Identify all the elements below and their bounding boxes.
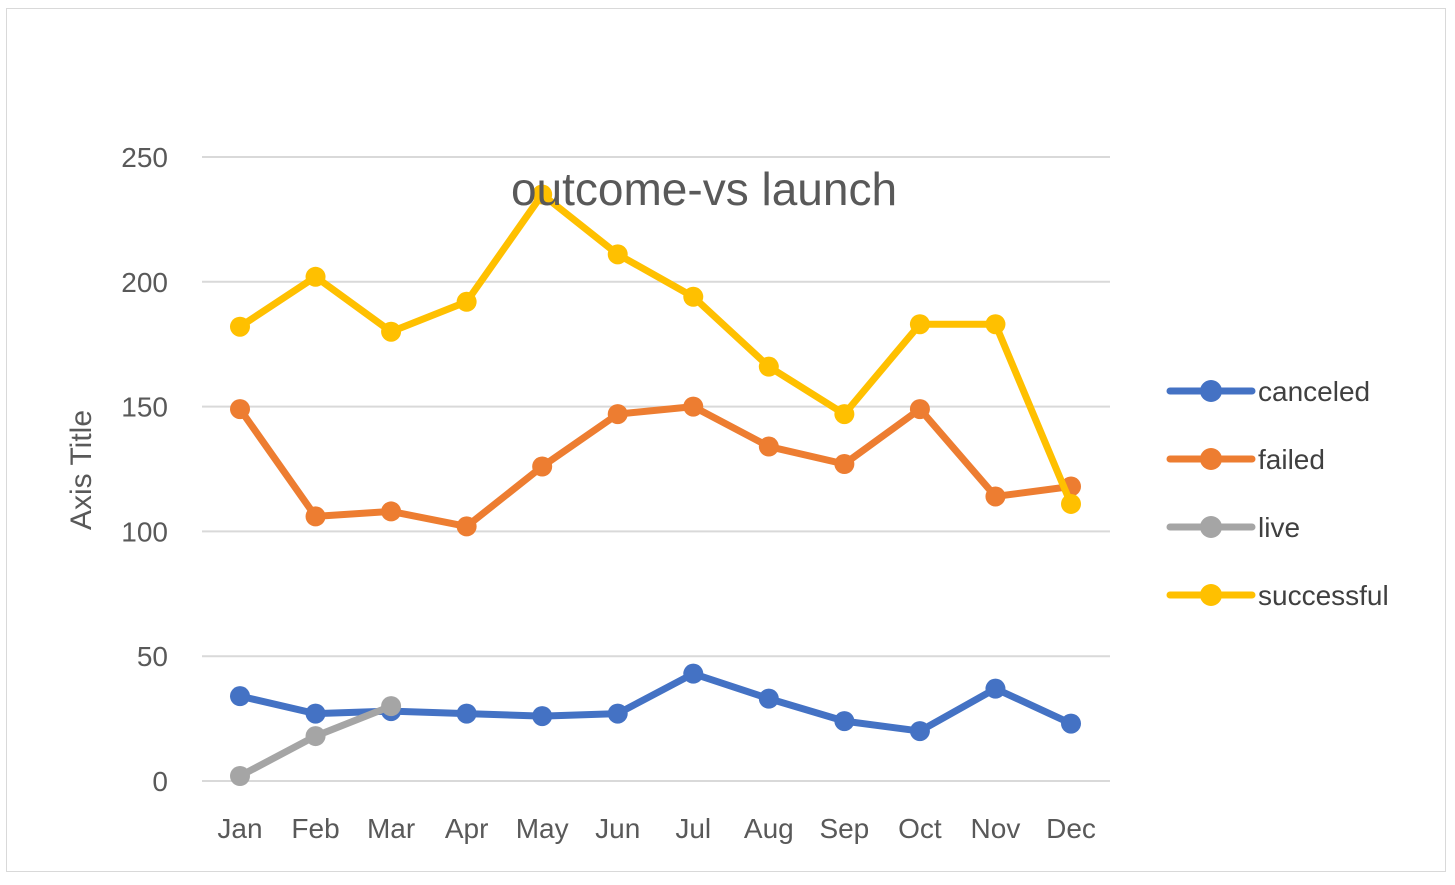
y-tick-label: 100 (121, 516, 168, 547)
y-tick-label: 0 (152, 766, 168, 797)
data-point-canceled (985, 678, 1006, 699)
data-point-canceled (683, 663, 704, 684)
data-point-failed (758, 436, 779, 457)
data-point-canceled (607, 703, 628, 724)
legend-swatch-marker (1200, 448, 1222, 470)
legend-swatch-marker (1200, 584, 1222, 606)
data-point-canceled (230, 686, 250, 707)
x-tick-label: Mar (367, 813, 415, 844)
series-failed (230, 396, 1081, 537)
y-axis-ticks: 0 50 100 150 200 250 (121, 142, 168, 797)
series-canceled (230, 663, 1081, 742)
legend-item-canceled: canceled (1166, 376, 1370, 407)
x-tick-label: May (516, 813, 569, 844)
x-tick-label: Jul (675, 813, 711, 844)
x-tick-label: Feb (291, 813, 339, 844)
data-point-live (381, 696, 402, 717)
x-tick-label: Jan (217, 813, 262, 844)
chart-title: outcome-vs launch (511, 163, 897, 215)
y-axis-title: Axis Title (65, 410, 98, 530)
data-point-failed (607, 404, 628, 425)
data-point-successful (758, 356, 779, 377)
data-point-successful (834, 404, 855, 425)
data-point-failed (985, 486, 1006, 507)
data-point-successful (456, 291, 477, 312)
legend-item-live: live (1166, 512, 1300, 543)
legend-label: live (1258, 512, 1300, 543)
x-tick-label: Aug (744, 813, 794, 844)
data-point-canceled (1061, 713, 1081, 734)
data-point-successful (683, 286, 704, 307)
data-point-failed (834, 454, 855, 475)
data-point-successful (532, 184, 553, 205)
x-tick-label: Apr (445, 813, 489, 844)
data-point-canceled (532, 706, 553, 727)
data-point-successful (909, 314, 930, 335)
series-successful (230, 184, 1081, 514)
y-tick-label: 200 (121, 267, 168, 298)
chart-frame (6, 8, 1446, 872)
data-point-failed (381, 501, 402, 522)
data-point-failed (532, 456, 553, 477)
data-point-failed (456, 516, 477, 537)
data-point-failed (230, 399, 250, 420)
x-tick-label: Oct (898, 813, 942, 844)
x-tick-label: Nov (971, 813, 1021, 844)
y-tick-label: 250 (121, 142, 168, 173)
data-point-canceled (456, 703, 477, 724)
data-point-canceled (909, 721, 930, 742)
data-point-live (305, 726, 326, 747)
data-point-successful (305, 266, 326, 287)
data-point-failed (683, 396, 704, 417)
data-point-successful (1061, 493, 1081, 514)
data-point-live (230, 766, 250, 787)
data-point-canceled (834, 711, 855, 732)
legend-swatch-marker (1200, 516, 1222, 538)
x-axis-ticks: Jan Feb Mar Apr May Jun Jul Aug Sep Oct Nov Dec (217, 813, 1095, 844)
series-line-successful (236, 190, 1075, 508)
data-point-canceled (758, 688, 779, 709)
legend-swatch-marker (1200, 380, 1222, 402)
legend-label: failed (1258, 444, 1325, 475)
data-point-canceled (305, 703, 326, 724)
legend-item-failed: failed (1166, 444, 1325, 475)
data-point-failed (909, 399, 930, 420)
legend: canceled failed live successful (1166, 376, 1389, 611)
gridlines (202, 156, 1110, 782)
series-live (230, 696, 402, 787)
data-point-successful (230, 316, 250, 337)
x-tick-label: Dec (1046, 813, 1096, 844)
legend-item-successful: successful (1166, 580, 1389, 611)
series-line-failed (236, 403, 1075, 530)
x-tick-label: Jun (595, 813, 640, 844)
series-line-canceled (236, 670, 1075, 735)
y-tick-label: 150 (121, 392, 168, 423)
x-tick-label: Sep (819, 813, 869, 844)
data-point-successful (381, 321, 402, 342)
series-lines (230, 184, 1081, 787)
y-tick-label: 50 (137, 641, 168, 672)
data-point-successful (607, 244, 628, 265)
data-point-successful (985, 314, 1006, 335)
legend-label: successful (1258, 580, 1389, 611)
data-point-failed (305, 506, 326, 527)
legend-label: canceled (1258, 376, 1370, 407)
